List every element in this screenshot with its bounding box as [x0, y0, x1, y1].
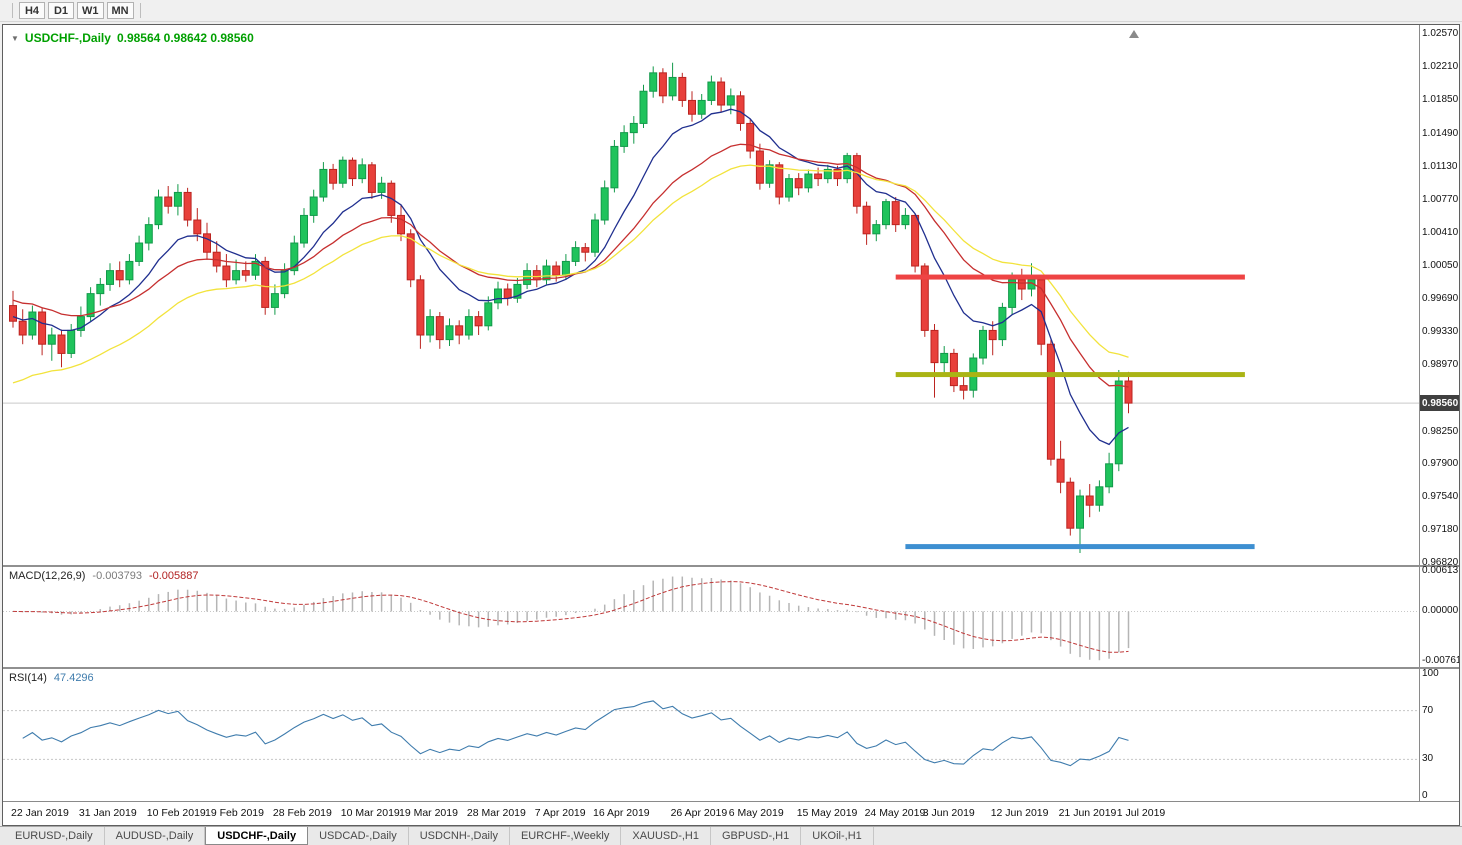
- time-axis-label: 31 Jan 2019: [78, 807, 137, 819]
- timeframe-toolbar: H4 D1 W1 MN: [0, 0, 1462, 22]
- time-axis-label: 1 Jul 2019: [1116, 807, 1166, 819]
- price-scale[interactable]: 0.98560 1.02570 1.02210 1.01850 1.01490 1.01…: [1419, 25, 1459, 569]
- macd-signal-value: -0.005887: [148, 570, 199, 582]
- macd-axis-label: 0.00000: [1422, 605, 1459, 617]
- rsi-pane[interactable]: [3, 669, 1419, 801]
- macd-indicator-name: MACD(12,26,9): [9, 570, 86, 582]
- time-axis-label: 28 Feb 2019: [272, 807, 332, 819]
- price-pane[interactable]: [3, 25, 1419, 565]
- time-axis-label: 26 Apr 2019: [670, 807, 728, 819]
- support-line-olive[interactable]: [895, 372, 1245, 378]
- macd-axis-label: -0.00761: [1422, 655, 1460, 667]
- price-axis-label: 0.98250: [1422, 425, 1459, 437]
- ma-slow-line: [12, 164, 1129, 384]
- time-axis-label: 22 Jan 2019: [11, 807, 69, 819]
- time-axis-label: 10 Feb 2019: [146, 807, 206, 819]
- current-price-badge: 0.98560: [1420, 395, 1459, 412]
- price-axis-label: 1.01130: [1422, 160, 1458, 172]
- rsi-axis-label: 30: [1422, 753, 1434, 765]
- chart-tab-eurchf-weekly[interactable]: EURCHF-,Weekly: [510, 827, 622, 845]
- timeframe-button-h4[interactable]: H4: [19, 2, 45, 19]
- ma-fast-line: [12, 108, 1129, 446]
- chart-tab-usdcnh-daily[interactable]: USDCNH-,Daily: [409, 827, 510, 845]
- chart-tab-gbpusd-h1[interactable]: GBPUSD-,H1: [711, 827, 802, 845]
- macd-signal-line: [12, 581, 1129, 653]
- price-axis-label: 0.99330: [1422, 326, 1459, 338]
- price-axis-label: 1.00410: [1422, 226, 1459, 238]
- price-axis-label: 0.97540: [1422, 490, 1459, 502]
- timeframe-button-d1[interactable]: D1: [48, 2, 74, 19]
- pane-separator[interactable]: [3, 667, 1459, 669]
- support-line-blue[interactable]: [905, 544, 1255, 550]
- pane-macd-canvas[interactable]: [3, 567, 1419, 667]
- time-axis-label: 21 Jun 2019: [1058, 807, 1117, 819]
- time-axis[interactable]: 22 Jan 2019 31 Jan 2019 10 Feb 2019 19 Feb …: [3, 801, 1459, 825]
- resistance-line-red[interactable]: [895, 274, 1245, 280]
- chart-tab-usdcad-daily[interactable]: USDCAD-,Daily: [308, 827, 409, 845]
- rsi-line: [22, 700, 1129, 767]
- chart-tabs-bar: EURUSD-,Daily AUDUSD-,Daily USDCHF-,Daily U…: [0, 826, 1462, 845]
- time-axis-label: 19 Mar 2019: [399, 807, 458, 819]
- toolbar-separator: [12, 3, 13, 18]
- chart-title: ▼ USDCHF-,Daily 0.98564 0.98642 0.98560: [11, 31, 254, 45]
- macd-main-value: -0.003793: [92, 570, 142, 582]
- chevron-down-icon: ▼: [11, 33, 19, 43]
- price-axis-label: 1.00770: [1422, 193, 1459, 205]
- time-axis-label: 10 Mar 2019: [340, 807, 400, 819]
- macd-pane[interactable]: [3, 567, 1419, 667]
- price-axis-label: 1.02210: [1422, 61, 1459, 73]
- time-axis-label: 16 Apr 2019: [593, 807, 650, 819]
- rsi-value: 47.4296: [53, 672, 94, 684]
- scroll-anchor-icon: [1129, 30, 1139, 38]
- chart-tab-audusd-daily[interactable]: AUDUSD-,Daily: [105, 827, 206, 845]
- pane-separator[interactable]: [3, 565, 1459, 567]
- chart-tab-eurusd-daily[interactable]: EURUSD-,Daily: [4, 827, 105, 845]
- price-axis-label: 0.96820: [1422, 557, 1459, 569]
- time-axis-label: 19 Feb 2019: [205, 807, 264, 819]
- rsi-indicator-name: RSI(14): [9, 672, 47, 684]
- macd-axis-label: 0.00613: [1422, 565, 1459, 577]
- rsi-label: RSI(14) 47.4296: [9, 672, 94, 684]
- chart-tab-xauusd-h1[interactable]: XAUUSD-,H1: [621, 827, 711, 845]
- pane-main-canvas[interactable]: [3, 25, 1419, 565]
- macd-scale[interactable]: 0.00613 0.00000 -0.00761: [1419, 565, 1460, 667]
- price-axis-label: 1.01490: [1422, 127, 1459, 139]
- time-axis-label: 24 May 2019: [864, 807, 926, 819]
- toolbar-separator: [139, 3, 141, 18]
- price-axis-label: 0.97900: [1422, 457, 1459, 469]
- chart-tab-usdchf-daily[interactable]: USDCHF-,Daily: [205, 827, 309, 845]
- price-axis-label: 0.97180: [1422, 524, 1459, 536]
- timeframe-buttons: H4 D1 W1 MN: [19, 2, 134, 19]
- rsi-axis-label: 100: [1422, 668, 1439, 679]
- chart-window: ▼ USDCHF-,Daily 0.98564 0.98642 0.98560 …: [2, 24, 1460, 826]
- macd-label: MACD(12,26,9) -0.003793 -0.005887: [9, 570, 199, 582]
- pane-rsi-canvas[interactable]: [3, 669, 1419, 801]
- price-axis-label: 1.01850: [1422, 94, 1459, 106]
- rsi-axis-label: 0: [1422, 790, 1428, 801]
- time-axis-label: 15 May 2019: [796, 807, 858, 819]
- time-axis-label: 28 Mar 2019: [466, 807, 526, 819]
- rsi-scale[interactable]: 100 70 30 0: [1419, 668, 1459, 801]
- time-axis-label: 3 Jun 2019: [922, 807, 975, 819]
- timeframe-button-mn[interactable]: MN: [106, 2, 134, 19]
- macd-histogram: [12, 576, 1130, 661]
- chart-tab-ukoil-h1[interactable]: UKOil-,H1: [801, 827, 874, 845]
- timeframe-button-w1[interactable]: W1: [77, 2, 104, 19]
- rsi-axis-label: 70: [1422, 704, 1434, 716]
- chart-symbol: USDCHF-,Daily: [24, 31, 111, 45]
- time-axis-label: 7 Apr 2019: [534, 807, 586, 819]
- time-axis-label: 12 Jun 2019: [990, 807, 1049, 819]
- price-axis-label: 1.00050: [1422, 260, 1459, 272]
- chart-ohlc-values: 0.98564 0.98642 0.98560: [116, 31, 254, 45]
- price-axis-label: 0.98970: [1422, 359, 1459, 371]
- time-axis-label: 6 May 2019: [728, 807, 784, 819]
- ma-mid-line: [12, 143, 1129, 388]
- price-axis-label: 0.99690: [1422, 293, 1459, 305]
- price-axis-label: 1.02570: [1422, 28, 1459, 40]
- candles-group: [9, 62, 1133, 554]
